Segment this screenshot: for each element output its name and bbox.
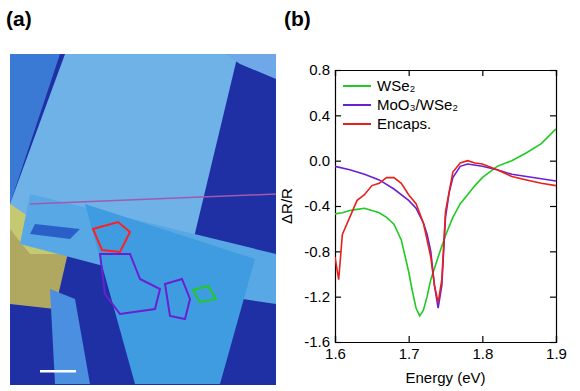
legend-swatch xyxy=(343,85,371,87)
image-background xyxy=(10,54,276,385)
tick-mark xyxy=(335,70,341,71)
tick xyxy=(550,251,556,252)
x-axis: 1.61.71.81.9 xyxy=(325,336,567,362)
tick-mark xyxy=(335,115,341,116)
fold-line xyxy=(30,194,276,204)
y-axis: -1.6 -1.2 -0.8 -0.4 0.0 0.4 0.8 xyxy=(304,61,341,350)
tick-mark xyxy=(409,70,410,76)
tick xyxy=(550,206,556,207)
tick xyxy=(409,70,410,76)
tick xyxy=(550,70,556,71)
flake-small xyxy=(50,289,90,384)
figure: (a)(b)1.61.71.81.9-1.6-1.2-0.8-0.40.00.4… xyxy=(0,0,580,391)
tick-label: 1.8 xyxy=(472,345,493,362)
series-line xyxy=(335,129,556,316)
tick-mark xyxy=(550,206,556,207)
tick-mark xyxy=(335,161,341,162)
tick-label: 0.8 xyxy=(309,61,330,78)
series-line xyxy=(335,164,556,308)
tick-mark xyxy=(482,336,483,342)
legend-label: Encaps. xyxy=(377,115,431,132)
tick-mark xyxy=(335,206,341,207)
tick-mark xyxy=(482,70,483,76)
tick: -1.6 xyxy=(304,333,341,350)
flake-corner xyxy=(225,54,276,79)
x-axis-top xyxy=(336,70,557,76)
tick: -1.2 xyxy=(304,288,341,305)
legend-label: WSe₂ xyxy=(377,77,416,94)
tick-label: 0.0 xyxy=(309,152,330,169)
axis-line xyxy=(550,71,557,343)
y-axis-title: ΔR/R xyxy=(278,188,295,224)
tick xyxy=(550,161,556,162)
tick-label: -0.4 xyxy=(304,197,330,214)
flake-strip xyxy=(85,204,255,384)
region-moo3-1 xyxy=(100,254,160,314)
tick: 1.7 xyxy=(399,336,420,362)
legend-label: MoO₃/WSe₂ xyxy=(377,96,458,113)
panel-label: (a) xyxy=(6,7,32,30)
axis-line xyxy=(336,336,557,343)
micrograph xyxy=(10,54,276,385)
tick: 0.4 xyxy=(309,107,341,124)
region-wse2 xyxy=(193,286,216,302)
tick: 0.8 xyxy=(309,61,341,78)
tick-mark xyxy=(335,297,341,298)
tick-mark xyxy=(550,251,556,252)
tick: 1.8 xyxy=(472,336,493,362)
plot-lines xyxy=(335,129,556,316)
legend-item: MoO₃/WSe₂ xyxy=(343,96,458,113)
tick-label: -1.6 xyxy=(304,333,330,350)
tick-mark xyxy=(550,297,556,298)
tick-mark xyxy=(335,342,341,343)
tick-label: 1.7 xyxy=(399,345,420,362)
panel-label: (b) xyxy=(284,7,311,30)
legend: WSe₂ MoO₃/WSe₂ Encaps. xyxy=(343,77,458,132)
tick: -0.4 xyxy=(304,197,341,214)
tick xyxy=(482,70,483,76)
tick-mark xyxy=(409,336,410,342)
x-axis-title: Energy (eV) xyxy=(405,369,485,386)
y-axis-right xyxy=(550,71,557,343)
legend-swatch xyxy=(343,104,371,106)
legend-item: Encaps. xyxy=(343,115,431,132)
tick xyxy=(550,115,556,116)
tick-mark xyxy=(550,115,556,116)
tick xyxy=(550,297,556,298)
region-moo3-2 xyxy=(165,279,190,319)
tick-mark xyxy=(550,161,556,162)
panel-a: (a) xyxy=(6,7,276,385)
tick-mark xyxy=(335,251,341,252)
tick xyxy=(550,342,556,343)
tick-mark xyxy=(550,70,556,71)
series-line xyxy=(335,161,556,303)
legend-item: WSe₂ xyxy=(343,77,416,94)
tick-label: -0.8 xyxy=(304,243,330,260)
axis-line xyxy=(336,71,557,77)
flake-sliver xyxy=(30,224,80,239)
scale-bar xyxy=(40,370,76,373)
tick-mark xyxy=(550,342,556,343)
tick-label: 0.4 xyxy=(309,107,330,124)
tick-label: 1.9 xyxy=(546,345,567,362)
axis-line xyxy=(336,71,342,343)
tick-label: -1.2 xyxy=(304,288,330,305)
region-encapsulated xyxy=(93,222,130,252)
legend-swatch xyxy=(343,123,371,125)
